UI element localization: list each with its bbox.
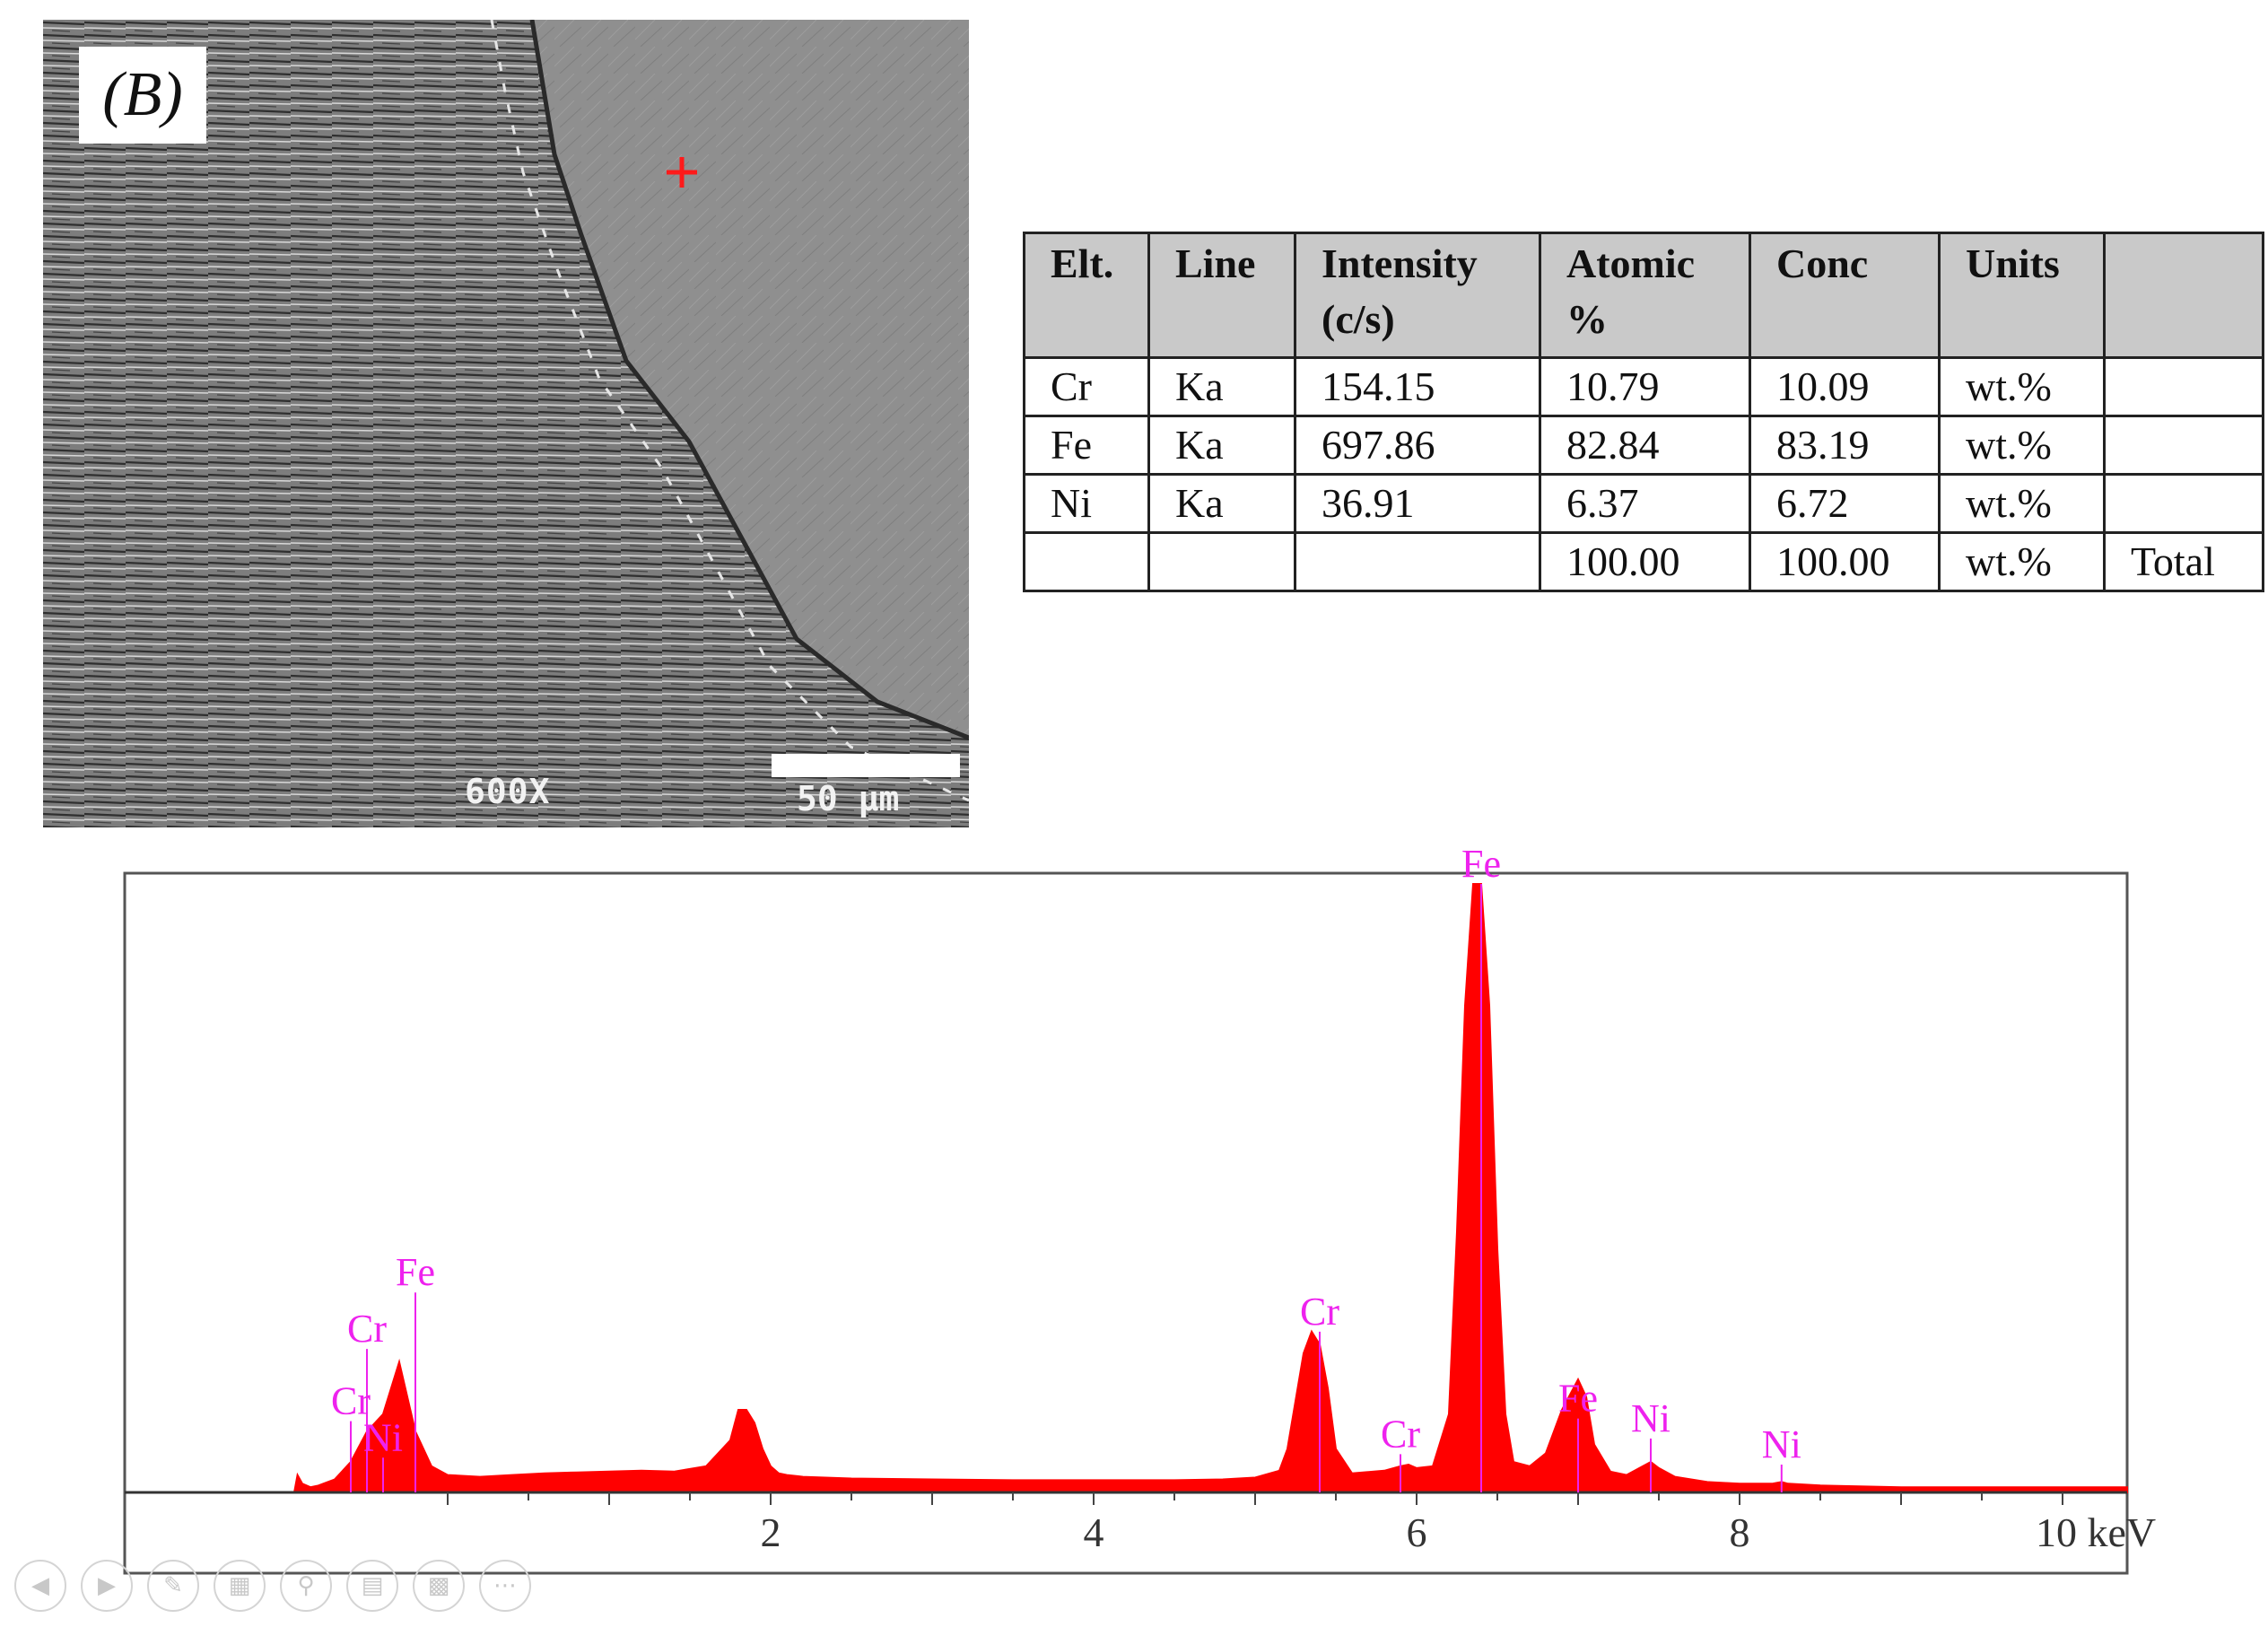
- x-tick-label: 4: [1084, 1509, 1104, 1555]
- table-cell: [2103, 415, 2264, 476]
- header-cell: Line: [1147, 232, 1296, 359]
- table-cell: 154.15: [1294, 356, 1541, 417]
- table-cell: [1147, 531, 1296, 592]
- x-tick-label: 2: [761, 1509, 781, 1555]
- table-cell: 36.91: [1294, 473, 1541, 534]
- table-cell: 100.00: [1749, 531, 1941, 592]
- table-cell: wt.%: [1938, 473, 2106, 534]
- peak-label: Cr: [331, 1379, 371, 1423]
- pen-icon[interactable]: ✎: [147, 1560, 199, 1612]
- micrograph-texture: [43, 20, 969, 827]
- eds-results-table: Elt. Line Intensity (c/s) Atomic % Conc …: [1023, 232, 2264, 592]
- peak-label: Fe: [396, 1250, 435, 1294]
- prev-icon[interactable]: ◀: [14, 1560, 66, 1612]
- table-row: Ni Ka 36.91 6.37 6.72 wt.%: [1023, 473, 2264, 534]
- x-tick-label: 6: [1407, 1509, 1427, 1555]
- table-cell: Ka: [1147, 356, 1296, 417]
- table-cell: Total: [2103, 531, 2264, 592]
- peak-label: Cr: [347, 1307, 387, 1351]
- table-row: 100.00 100.00 wt.% Total: [1023, 531, 2264, 592]
- scale-bar-label: 50 μm: [797, 779, 900, 818]
- table-cell: Ni: [1023, 473, 1150, 534]
- camera-off-icon[interactable]: ▩: [413, 1560, 465, 1612]
- table-cell: Fe: [1023, 415, 1150, 476]
- table-cell: 100.00: [1539, 531, 1751, 592]
- table-cell: Ka: [1147, 415, 1296, 476]
- slides-icon[interactable]: ▦: [214, 1560, 266, 1612]
- x-tick-label: 10 keV: [2036, 1509, 2156, 1555]
- magnification-label: 600X: [465, 772, 551, 811]
- table-cell: 83.19: [1749, 415, 1941, 476]
- peak-label: Ni: [1762, 1422, 1801, 1466]
- table-cell: 10.09: [1749, 356, 1941, 417]
- header-cell: Elt.: [1023, 232, 1150, 359]
- table-cell: [2103, 473, 2264, 534]
- panel-label: (B): [79, 47, 206, 144]
- table-cell: wt.%: [1938, 356, 2106, 417]
- zoom-icon[interactable]: ⚲: [280, 1560, 332, 1612]
- table-cell: 10.79: [1539, 356, 1751, 417]
- next-icon[interactable]: ▶: [81, 1560, 133, 1612]
- peak-label: Ni: [1631, 1396, 1670, 1440]
- header-cell: Atomic %: [1539, 232, 1751, 359]
- header-cell: Conc: [1749, 232, 1941, 359]
- more-icon[interactable]: ⋯: [479, 1560, 531, 1612]
- table-cell: Cr: [1023, 356, 1150, 417]
- peak-label: Cr: [1381, 1412, 1420, 1456]
- sem-micrograph: (B) 600X 50 μm: [43, 20, 969, 827]
- subtitles-icon[interactable]: ▤: [346, 1560, 398, 1612]
- table-cell: 6.37: [1539, 473, 1751, 534]
- table-row: Cr Ka 154.15 10.79 10.09 wt.%: [1023, 356, 2264, 417]
- header-cell: [2103, 232, 2264, 359]
- table-cell: Ka: [1147, 473, 1296, 534]
- slideshow-toolbar: ◀ ▶ ✎ ▦ ⚲ ▤ ▩ ⋯: [14, 1560, 531, 1612]
- table-cell: 697.86: [1294, 415, 1541, 476]
- table-cell: wt.%: [1938, 531, 2106, 592]
- table-cell: 6.72: [1749, 473, 1941, 534]
- table-cell: [1023, 531, 1150, 592]
- table-cell: 82.84: [1539, 415, 1751, 476]
- peak-label: Fe: [1558, 1377, 1598, 1421]
- table-row: Fe Ka 697.86 82.84 83.19 wt.%: [1023, 415, 2264, 476]
- spectrum-area: [292, 883, 2128, 1493]
- peak-label: Ni: [363, 1415, 403, 1459]
- scale-bar: [772, 754, 960, 777]
- table-header-row: Elt. Line Intensity (c/s) Atomic % Conc …: [1023, 232, 2264, 359]
- header-cell: Units: [1938, 232, 2106, 359]
- table-cell: wt.%: [1938, 415, 2106, 476]
- peak-label: Fe: [1461, 842, 1501, 886]
- crosshair-marker: [667, 157, 697, 188]
- header-cell: Intensity (c/s): [1294, 232, 1541, 359]
- x-tick-label: 8: [1730, 1509, 1750, 1555]
- table-cell: [1294, 531, 1541, 592]
- table-cell: [2103, 356, 2264, 417]
- peak-label: Cr: [1300, 1290, 1339, 1334]
- plot-frame: [123, 871, 2129, 1575]
